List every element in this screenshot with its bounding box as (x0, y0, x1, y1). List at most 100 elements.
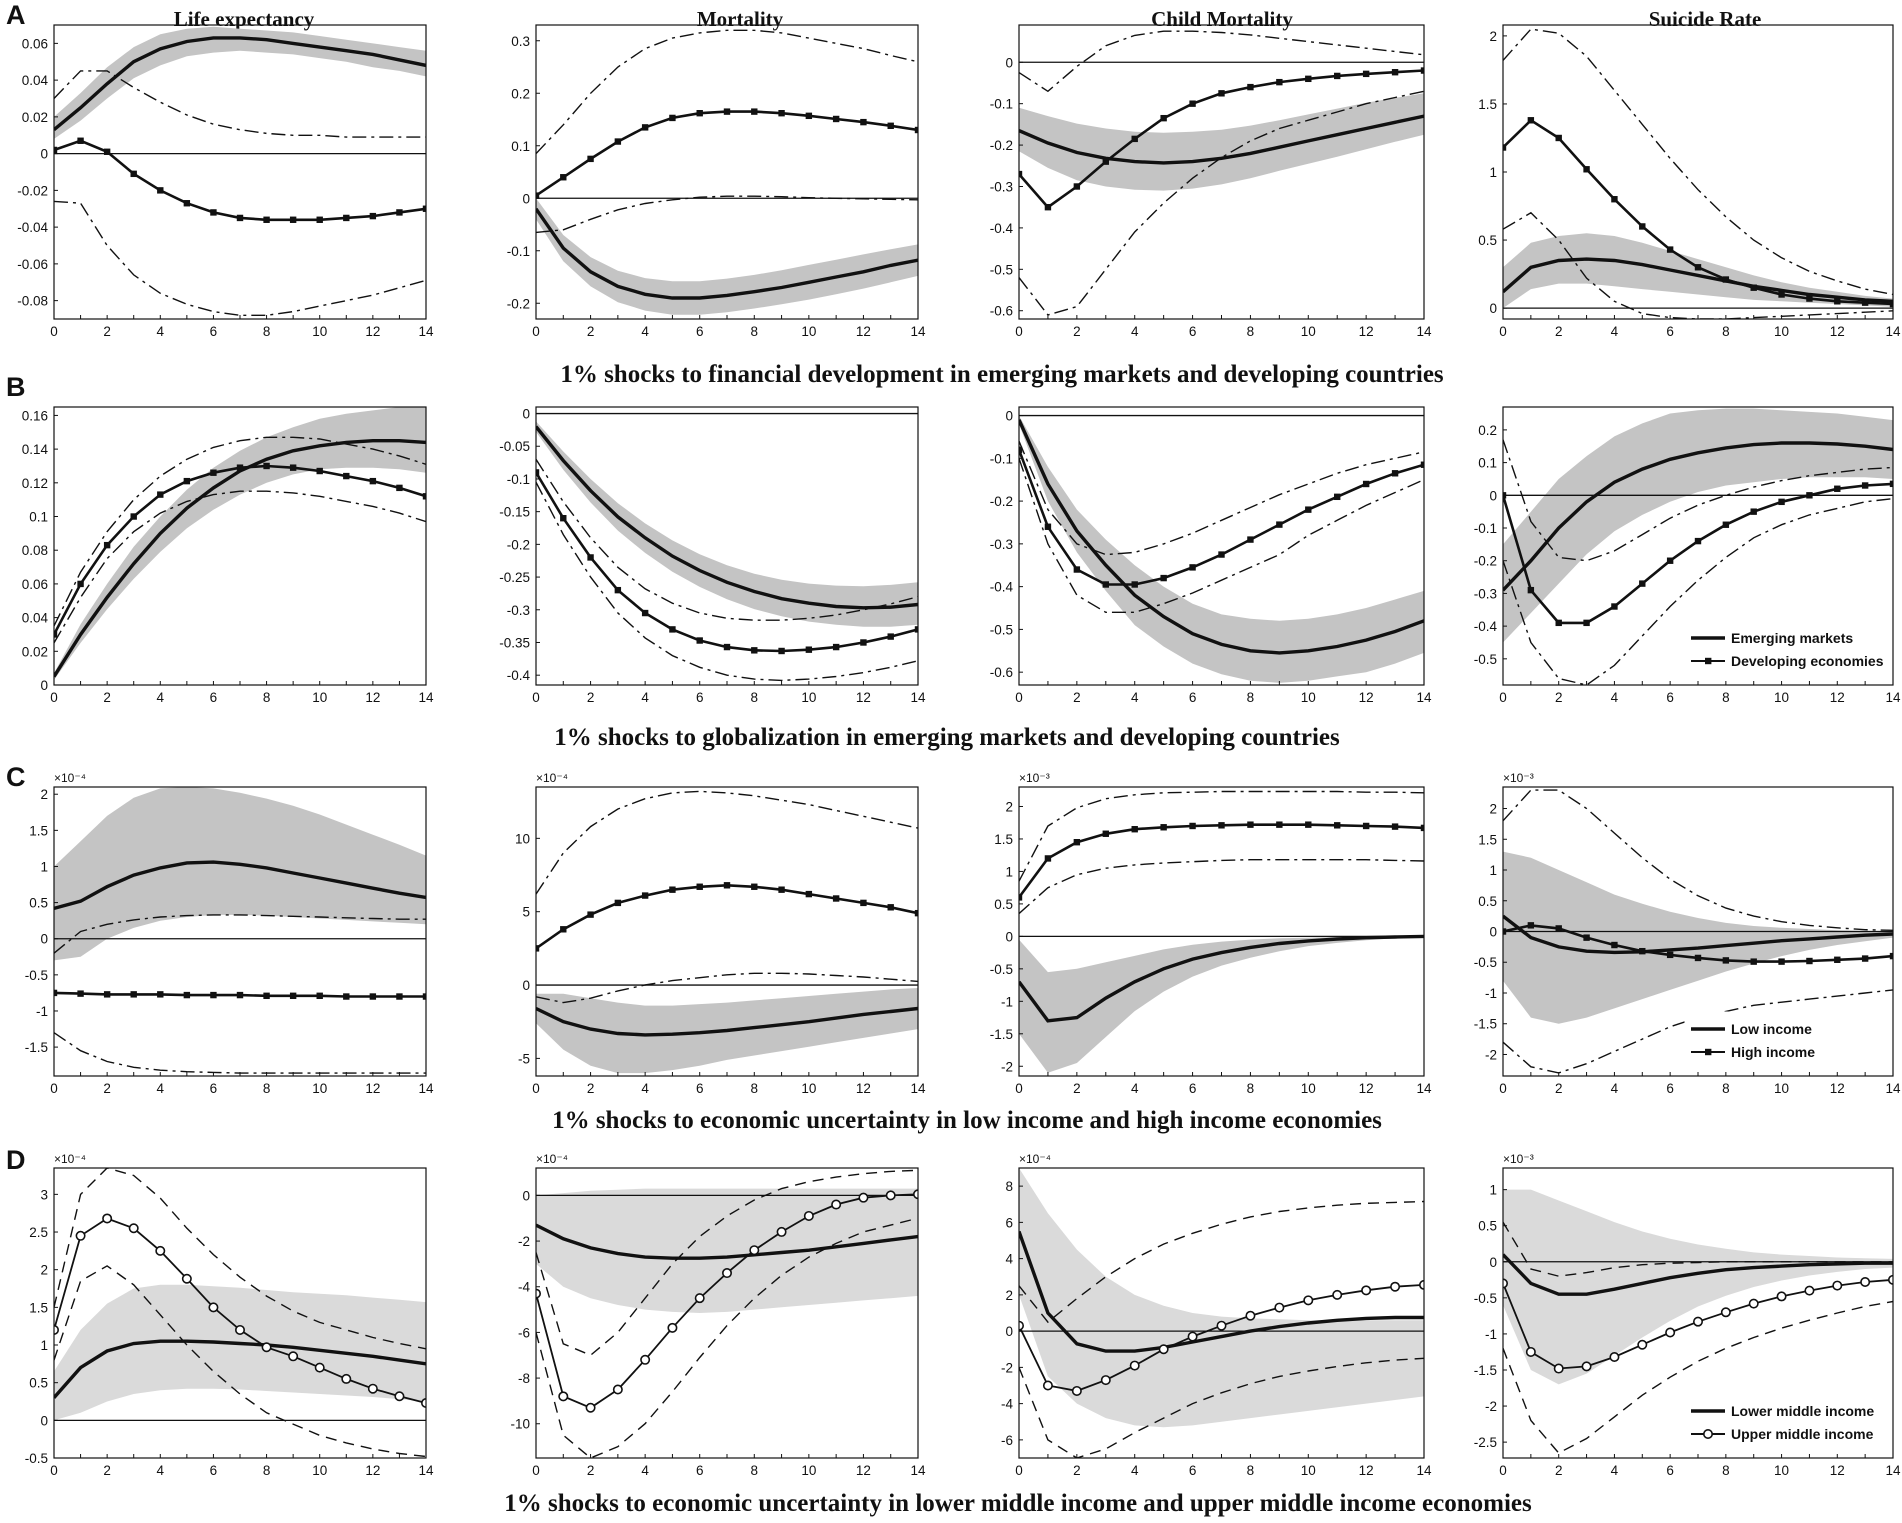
x-tick-label: 2 (1555, 1081, 1563, 1096)
x-tick-label: 6 (1666, 690, 1674, 705)
interval-bound-line (54, 1032, 426, 1074)
interval-bound-line (1503, 789, 1893, 931)
series-line-primary (1503, 914, 1893, 955)
data-point-marker (696, 110, 703, 117)
legend-marker (1705, 657, 1712, 665)
data-point-marker (640, 1354, 651, 1365)
panel-a2: 0 2 4 6 8 10 12 14 0.3 0.2 0.1 0 -0.1 -0.2 (507, 24, 926, 339)
y-tick-label: 0.02 (22, 644, 48, 659)
x-tick-label: 4 (641, 690, 649, 705)
y-tick-label: -0.5 (990, 622, 1013, 637)
y-tick-label: 1 (1489, 863, 1497, 878)
data-point-marker (1276, 78, 1283, 86)
data-point-marker (560, 926, 567, 933)
legend-box (1684, 1011, 1886, 1069)
x-tick-label: 0 (50, 1463, 58, 1478)
data-point-marker (1305, 821, 1312, 828)
interval-bound-line (536, 29, 918, 155)
interval-bound-line (54, 490, 426, 644)
interval-bound-line (536, 458, 918, 621)
confidence-band (1503, 851, 1893, 1024)
x-tick-label: 10 (801, 690, 816, 705)
x-tick-label: 14 (418, 1081, 434, 1096)
axis-multiplier: ×10⁻⁴ (536, 771, 568, 785)
panel-plot-area (54, 407, 426, 680)
x-tick-label: 10 (1301, 690, 1316, 705)
interval-bound-line (536, 481, 918, 682)
axis-multiplier: ×10⁻⁴ (1019, 1152, 1051, 1166)
column-title-mortality: Mortality (697, 7, 784, 31)
data-point-marker (77, 580, 84, 588)
x-tick-label: 4 (1611, 324, 1619, 339)
data-point-marker (1042, 1380, 1053, 1391)
interval-bound-line (1019, 859, 1424, 915)
legend-box (1684, 1393, 1886, 1451)
x-tick-label: 0 (532, 690, 540, 705)
data-point-marker (723, 882, 731, 889)
series-line-primary (536, 207, 918, 300)
x-tick-label: 10 (312, 690, 327, 705)
y-tick-label: 0.04 (22, 73, 49, 88)
data-point-marker (1218, 90, 1225, 97)
data-point-marker (1160, 574, 1167, 582)
x-tick-label: 0 (50, 1081, 58, 1096)
series-line-primary (1503, 1253, 1893, 1296)
x-tick-label: 4 (157, 1081, 165, 1096)
data-point-marker (536, 192, 540, 199)
data-point-marker (1834, 956, 1841, 963)
y-tick-label: 0 (1489, 925, 1497, 940)
data-point-marker (1639, 580, 1646, 587)
interval-bound-line (1503, 497, 1893, 685)
confidence-band (1019, 1168, 1424, 1428)
series-line-primary (1019, 934, 1424, 1023)
data-point-marker (1218, 551, 1225, 558)
data-point-marker (1131, 581, 1138, 588)
x-tick-label: 8 (751, 690, 759, 705)
x-tick-label: 0 (1499, 1081, 1507, 1096)
row-label-b: B (6, 372, 26, 402)
x-tick-label: 6 (1666, 324, 1674, 339)
data-point-marker (155, 1245, 166, 1256)
data-point-marker (1583, 934, 1590, 941)
data-point-marker (288, 1351, 299, 1362)
y-tick-label: -1 (36, 1004, 48, 1019)
x-tick-label: 4 (641, 1081, 649, 1096)
y-tick-label: -0.4 (507, 668, 531, 683)
confidence-band (54, 407, 426, 680)
x-tick-label: 10 (1301, 1463, 1316, 1478)
data-point-marker (369, 993, 377, 1000)
y-tick-label: 4 (1005, 1252, 1013, 1267)
y-tick-label: 0.02 (22, 110, 48, 125)
y-tick-label: -0.5 (25, 1451, 48, 1466)
data-point-marker (1100, 1375, 1111, 1386)
series-line-primary (536, 1223, 918, 1260)
panel-plot-area (1019, 30, 1424, 316)
x-tick-label: 0 (1499, 1463, 1507, 1478)
y-tick-label: 1.5 (29, 1300, 48, 1315)
data-point-marker (396, 209, 403, 216)
data-point-marker (1778, 958, 1785, 965)
panel-d3: 0 2 4 6 8 10 12 14 8 6 4 2 0 -2 -4 -6 ×10⁻⁴ (1001, 1152, 1432, 1478)
y-tick-label: -4 (1001, 1397, 1013, 1412)
data-point-marker (183, 991, 191, 999)
data-point-marker (696, 883, 703, 890)
y-tick-label: -2 (1485, 1047, 1497, 1062)
data-point-marker (778, 886, 785, 893)
panel-plot-area (1019, 790, 1424, 1073)
y-tick-label: -0.02 (17, 183, 48, 198)
data-point-marker (1806, 295, 1813, 302)
panel-plot-area (54, 26, 426, 316)
data-point-marker (1044, 203, 1052, 211)
x-tick-label: 12 (1830, 1463, 1845, 1478)
x-tick-label: 0 (532, 324, 540, 339)
y-tick-label: -0.2 (990, 494, 1013, 509)
data-point-marker (130, 513, 137, 520)
data-point-marker (1722, 957, 1730, 964)
data-point-marker (560, 515, 567, 522)
x-tick-label: 6 (1189, 1463, 1197, 1478)
x-tick-label: 2 (587, 324, 595, 339)
confidence-band (536, 198, 918, 315)
series-line-primary (1019, 1230, 1424, 1353)
x-tick-label: 10 (1774, 1081, 1789, 1096)
data-point-marker (1889, 480, 1893, 488)
